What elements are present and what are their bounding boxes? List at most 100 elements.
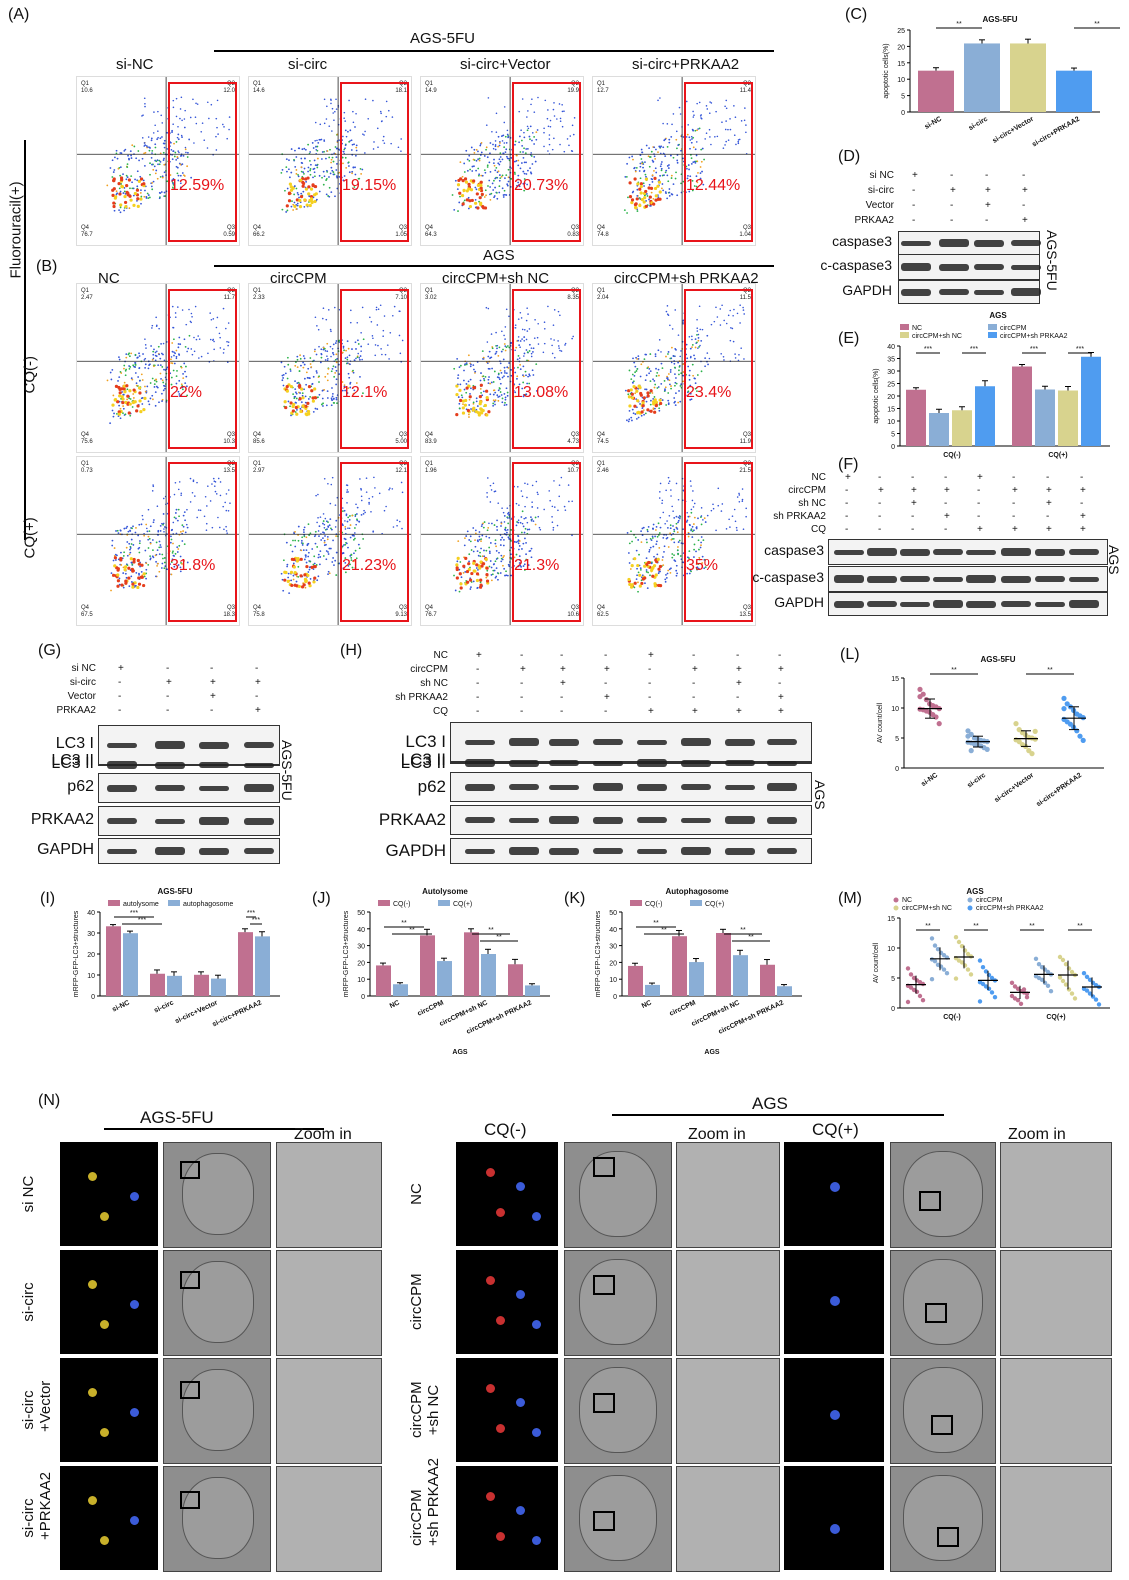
flow-dot bbox=[149, 557, 152, 560]
flow-dot bbox=[494, 186, 497, 189]
band-label: PRKAA2 bbox=[378, 810, 446, 829]
flow-dot bbox=[490, 333, 493, 335]
flow-dot bbox=[162, 523, 164, 526]
q2-label: Q2 11.4 bbox=[739, 81, 751, 94]
flow-dot bbox=[171, 551, 174, 554]
flow-dot bbox=[326, 150, 329, 152]
y-tick-label: 10 bbox=[897, 77, 905, 84]
flow-dot-dense bbox=[636, 411, 640, 415]
flow-dot-dense bbox=[455, 567, 459, 572]
data-point bbox=[932, 943, 938, 948]
flow-dot bbox=[331, 476, 334, 479]
data-point bbox=[1066, 966, 1072, 971]
flow-dot bbox=[478, 157, 481, 160]
flow-dot bbox=[359, 355, 362, 357]
flow-dot bbox=[673, 530, 676, 533]
flow-dot bbox=[645, 374, 648, 377]
flow-dot bbox=[322, 522, 324, 525]
flow-dot bbox=[642, 166, 644, 169]
flow-dot-dense bbox=[632, 385, 636, 389]
flow-dot bbox=[161, 176, 164, 179]
flow-dot bbox=[384, 353, 387, 356]
flow-dot bbox=[634, 365, 637, 368]
flow-dot bbox=[498, 185, 501, 188]
flow-dot bbox=[669, 527, 672, 530]
flow-dot bbox=[344, 147, 346, 150]
flow-dot bbox=[158, 570, 161, 573]
flow-dot bbox=[389, 487, 391, 489]
flow-dot bbox=[670, 385, 672, 387]
y-tick-label: 15 bbox=[897, 61, 905, 68]
flow-dot bbox=[293, 193, 296, 196]
flow-dot bbox=[171, 305, 174, 308]
flow-dot bbox=[694, 129, 697, 132]
flow-dot bbox=[135, 382, 138, 385]
flow-dot bbox=[281, 208, 284, 211]
flow-dot bbox=[677, 516, 680, 519]
flow-dot bbox=[724, 144, 726, 146]
treatment-sign: - bbox=[1080, 472, 1084, 483]
flow-dot bbox=[733, 105, 735, 107]
flow-dot-dense bbox=[459, 582, 463, 586]
flow-dot-dense bbox=[309, 187, 314, 191]
q4-label: Q4 64.3 bbox=[425, 225, 437, 238]
flow-dot bbox=[656, 553, 659, 556]
legend-label: CQ(+) bbox=[705, 901, 724, 908]
flow-dot bbox=[342, 552, 345, 554]
flow-dot bbox=[468, 404, 471, 406]
flow-dot bbox=[666, 526, 669, 529]
flow-dot bbox=[499, 142, 501, 144]
flow-dot bbox=[110, 589, 112, 592]
protein-band bbox=[1069, 549, 1099, 555]
flow-dot bbox=[159, 364, 162, 366]
flow-dot-dense bbox=[113, 398, 118, 402]
flow-dot bbox=[490, 522, 493, 525]
flow-dot bbox=[506, 507, 509, 509]
blot-strip bbox=[898, 231, 1041, 255]
flow-dot-dense bbox=[461, 411, 466, 415]
y-tick-label: 40 bbox=[887, 344, 895, 351]
y-tick-label: 50 bbox=[357, 910, 365, 917]
tem-image bbox=[163, 1142, 271, 1248]
y-tick-label: 0 bbox=[901, 110, 905, 117]
cell-nucleus bbox=[88, 1172, 97, 1181]
flow-dot-dense bbox=[305, 413, 309, 417]
flow-dot bbox=[661, 399, 664, 401]
flow-dot bbox=[660, 362, 663, 365]
cell-nucleus bbox=[100, 1320, 109, 1329]
flow-dot bbox=[194, 116, 197, 119]
flow-dot bbox=[296, 358, 299, 361]
apoptosis-percent: 12.59% bbox=[169, 176, 225, 194]
flow-dot-dense bbox=[455, 563, 459, 567]
flow-dot bbox=[342, 524, 344, 527]
flow-dot bbox=[672, 510, 674, 512]
flow-dot bbox=[355, 357, 357, 360]
flow-dot bbox=[206, 505, 208, 507]
flow-dot bbox=[472, 580, 475, 583]
flow-dot bbox=[319, 138, 322, 141]
flow-dot bbox=[715, 110, 717, 113]
flow-dot bbox=[679, 400, 682, 403]
flow-dot-dense bbox=[118, 394, 122, 398]
flow-dot bbox=[633, 586, 636, 589]
bar bbox=[508, 964, 523, 996]
flow-dot bbox=[286, 377, 289, 380]
flow-dot-dense bbox=[121, 397, 125, 401]
flow-dot bbox=[650, 562, 653, 565]
flow-dot-dense bbox=[628, 195, 633, 199]
flow-dot bbox=[181, 386, 184, 389]
flow-dot-dense bbox=[304, 187, 309, 191]
flow-dot-dense bbox=[132, 560, 136, 564]
flow-dot bbox=[631, 373, 634, 376]
flow-dot bbox=[307, 542, 310, 545]
treatment-sign: - bbox=[985, 215, 989, 226]
bar bbox=[1056, 70, 1092, 112]
flow-dot bbox=[118, 356, 120, 359]
flow-dot bbox=[547, 150, 549, 152]
flow-dot bbox=[290, 205, 293, 208]
flow-dot bbox=[671, 346, 673, 349]
flow-dot bbox=[151, 163, 153, 166]
flow-dot bbox=[163, 557, 166, 559]
flow-dot bbox=[396, 519, 399, 521]
panel-label-d: (D) bbox=[838, 148, 861, 165]
